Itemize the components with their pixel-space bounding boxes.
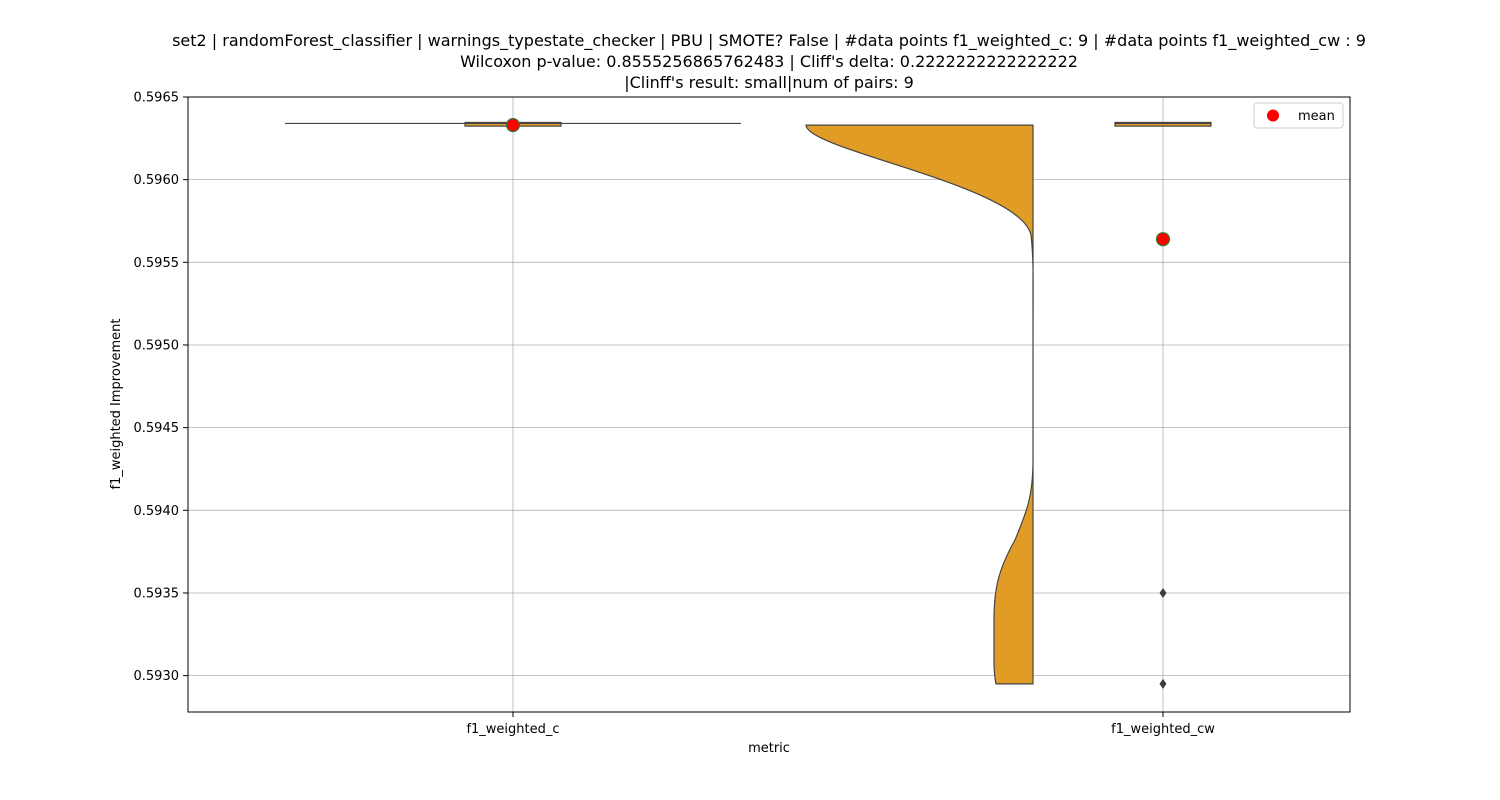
chart-title: set2 | randomForest_classifier | warning… — [172, 31, 1366, 92]
x-tick-label: f1_weighted_cw — [1111, 722, 1215, 737]
x-tick-label: f1_weighted_c — [466, 722, 559, 737]
chart-title-line: set2 | randomForest_classifier | warning… — [172, 31, 1366, 51]
x-axis-ticks: f1_weighted_c f1_weighted_cw — [466, 712, 1215, 737]
legend-mean-marker — [1267, 109, 1279, 122]
y-tick-label: 0.5955 — [134, 256, 180, 271]
chart-title-line: Wilcoxon p-value: 0.8555256865762483 | C… — [460, 52, 1078, 71]
box-f1_weighted_cw — [1114, 121, 1212, 127]
legend-label: mean — [1298, 109, 1335, 124]
legend: mean — [1253, 102, 1344, 129]
y-axis-ticks: 0.5930 0.5935 0.5940 0.5945 0.5950 0.5955 0.59… — [134, 91, 188, 684]
plot-frame — [187, 96, 1351, 713]
y-tick-label: 0.5960 — [134, 173, 180, 188]
plot-area — [188, 97, 1350, 712]
mean-marker-f1_weighted_c — [505, 118, 521, 133]
y-tick-label: 0.5940 — [134, 504, 180, 519]
violin-f1_weighted_cw — [805, 124, 1034, 685]
y-tick-label: 0.5935 — [134, 586, 180, 601]
y-tick-label: 0.5965 — [134, 91, 180, 106]
outlier-point — [1159, 587, 1167, 598]
legend-box — [1253, 102, 1344, 129]
mean-marker-f1_weighted_cw — [1155, 232, 1171, 247]
grid-lines — [188, 96, 1350, 712]
y-tick-label: 0.5930 — [134, 669, 180, 684]
x-axis-label: metric — [748, 741, 790, 756]
y-axis-label: f1_weighted Improvement — [109, 318, 124, 489]
outliers — [1159, 587, 1167, 689]
outlier-point — [1159, 678, 1167, 689]
y-tick-label: 0.5945 — [134, 421, 180, 436]
mean-markers — [505, 118, 1171, 247]
y-tick-label: 0.5950 — [134, 338, 180, 353]
chart-title-line: |Clinff's result: small|num of pairs: 9 — [624, 73, 914, 92]
